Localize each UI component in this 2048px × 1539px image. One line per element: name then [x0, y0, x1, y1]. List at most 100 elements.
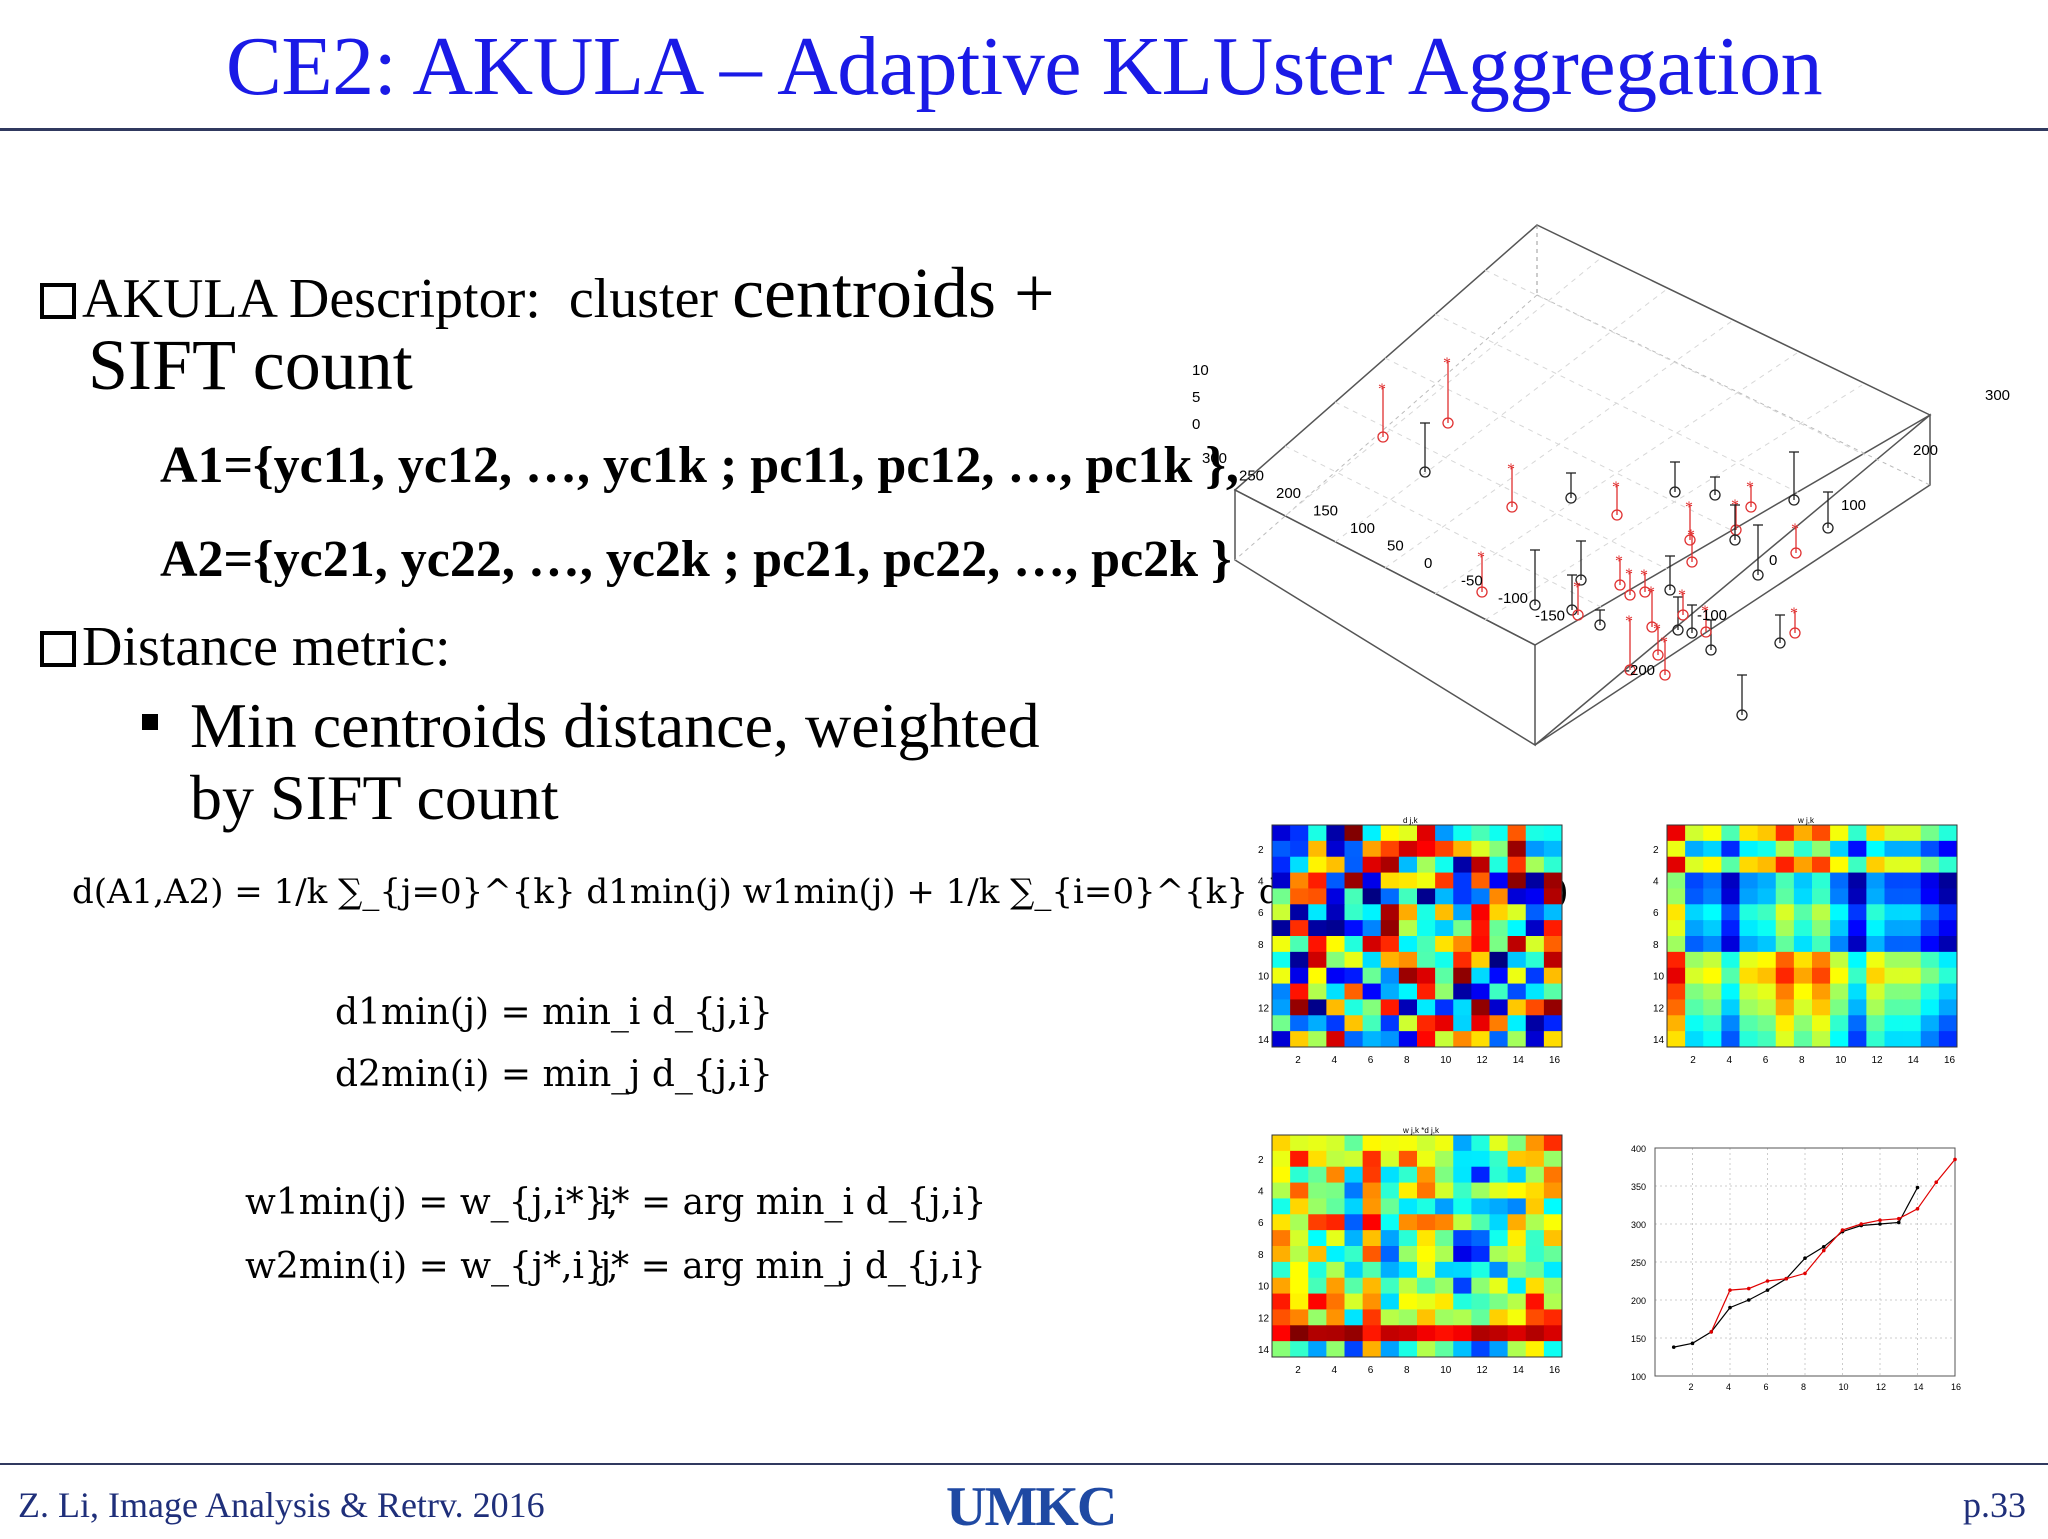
heatmap-cell	[1685, 1031, 1704, 1048]
heatmap-cell	[1380, 904, 1400, 921]
heatmap-cell	[1812, 840, 1831, 858]
heatmap-cell	[1902, 856, 1922, 874]
heatmap-cell	[1435, 840, 1454, 858]
heatmap-y-tick: 12	[1653, 1003, 1665, 1014]
stem-star-marker: *	[1625, 613, 1633, 630]
heatmap-cell	[1362, 1135, 1382, 1152]
heatmap-cell	[1308, 856, 1327, 874]
heatmap-cell	[1543, 840, 1563, 858]
heatmap-cell	[1326, 983, 1345, 1000]
heatmap-cell	[1344, 856, 1364, 874]
heatmap-cell	[1667, 904, 1686, 921]
heatmap-cell	[1435, 1166, 1454, 1184]
heatmap-cell	[1308, 1182, 1327, 1199]
heatmap-cell	[1471, 1214, 1490, 1231]
heatmap-cell	[1435, 951, 1454, 969]
heatmap-cell	[1380, 1293, 1400, 1310]
stem-base-circle	[1672, 624, 1684, 636]
heatmap-cell	[1830, 856, 1849, 874]
heatmap-cell	[1793, 825, 1813, 842]
stem-base-circle	[1705, 644, 1717, 656]
heatmap-cell	[1471, 967, 1490, 985]
stem-star-marker: *	[1615, 553, 1623, 570]
heatmap-cell	[1308, 1293, 1327, 1310]
heatmap-cell	[1453, 1309, 1472, 1326]
heatmap-cell	[1721, 967, 1740, 985]
heatmap-cell	[1398, 1015, 1418, 1032]
heatmap-cell	[1326, 1261, 1345, 1279]
heatmap-cell	[1344, 1293, 1364, 1310]
heatmap-wd-svg: 2 4 6 8 10 12 14 16 2 4 6 8 10 12 14 w j,k *d j,k	[1258, 1126, 1563, 1376]
series-point	[1671, 1345, 1676, 1349]
heatmap-cell	[1326, 1214, 1345, 1231]
heatmap-cell	[1703, 1015, 1722, 1032]
heatmap-cell	[1543, 888, 1563, 905]
heatmap-x-tick: 8	[1404, 1365, 1410, 1376]
heatmap-cell	[1272, 983, 1291, 1000]
stem-star-marker: *	[1477, 549, 1485, 566]
heatmap-cell	[1272, 936, 1291, 953]
series-point	[1803, 1256, 1807, 1260]
heatmap-cell	[1362, 920, 1382, 937]
heatmap-cell	[1417, 936, 1436, 953]
heatmap-cell	[1308, 904, 1327, 921]
heatmap-cell	[1507, 1341, 1527, 1358]
heatmap-x-tick: 4	[1331, 1055, 1337, 1066]
heatmap-cell	[1543, 1182, 1563, 1199]
heatmap-cell	[1471, 856, 1490, 874]
heatmap-cell	[1525, 1261, 1545, 1279]
set-a1-text: A1={yc11, yc12, …, yc1k ; pc11, pc12, …,…	[160, 437, 1239, 494]
heatmap-cell	[1721, 1031, 1740, 1048]
heatmap-cell	[1344, 1214, 1364, 1231]
equation-argmin1: i* = arg min_i d_{j,i}	[600, 1182, 987, 1223]
heatmap-cell	[1435, 1150, 1454, 1168]
heatmap-cell	[1685, 967, 1704, 985]
stem-base-circle	[1529, 599, 1541, 611]
heatmap-cell	[1902, 983, 1922, 1000]
heatmap-cell	[1453, 1166, 1472, 1184]
y-tick-label: 250	[1631, 1258, 1646, 1268]
heatmap-cell	[1721, 872, 1740, 889]
heatmap-cell	[1453, 1182, 1472, 1199]
heatmap-cell	[1830, 983, 1849, 1000]
heatmap-cell	[1525, 1230, 1545, 1247]
heatmap-cell	[1326, 1198, 1345, 1215]
heatmap-cell	[1543, 1246, 1563, 1263]
heatmap-cell	[1290, 856, 1309, 874]
heatmap-cell	[1362, 1166, 1382, 1184]
heatmap-cell	[1417, 999, 1436, 1016]
heatmap-cell	[1685, 1015, 1704, 1032]
heatmap-cell	[1380, 983, 1400, 1000]
plot-3d-scatter: ********************* 105030025020015010…	[1180, 215, 2030, 785]
heatmap-cell	[1884, 967, 1904, 985]
heatmap-cell	[1739, 840, 1759, 858]
heatmap-cell	[1344, 1198, 1364, 1215]
y-tick-label: 150	[1631, 1334, 1646, 1344]
heatmap-cell	[1272, 1150, 1291, 1168]
equation-dmin1: d1min(j) = min_i d_{j,i}	[335, 992, 773, 1033]
heatmap-cell	[1344, 1150, 1364, 1168]
heatmap-cell	[1489, 904, 1509, 921]
heatmap-cell	[1417, 1214, 1436, 1231]
heatmap-cell	[1525, 888, 1545, 905]
heatmap-cell	[1380, 1015, 1400, 1032]
heatmap-cell	[1326, 888, 1345, 905]
heatmap-cell	[1739, 951, 1759, 969]
heatmap-cell	[1685, 936, 1704, 953]
series-point	[1728, 1305, 1732, 1310]
heatmap-cell	[1866, 840, 1885, 858]
heatmap-cell	[1884, 856, 1904, 874]
series-point	[1878, 1222, 1882, 1226]
x-tick: 250	[1239, 468, 1264, 485]
heatmap-cell	[1775, 920, 1795, 937]
heatmap-cell	[1848, 904, 1867, 921]
heatmap-cell	[1344, 1135, 1364, 1152]
small-square-bullet-icon	[142, 714, 158, 730]
stem-base-circle	[1639, 586, 1651, 598]
heatmap-cell	[1290, 1230, 1309, 1247]
heatmap-cell	[1417, 1166, 1436, 1184]
heatmap-cell	[1344, 825, 1364, 842]
heatmap-cell	[1453, 1325, 1472, 1342]
x-tick-label: 8	[1801, 1382, 1806, 1392]
heatmap-cell	[1848, 840, 1867, 858]
